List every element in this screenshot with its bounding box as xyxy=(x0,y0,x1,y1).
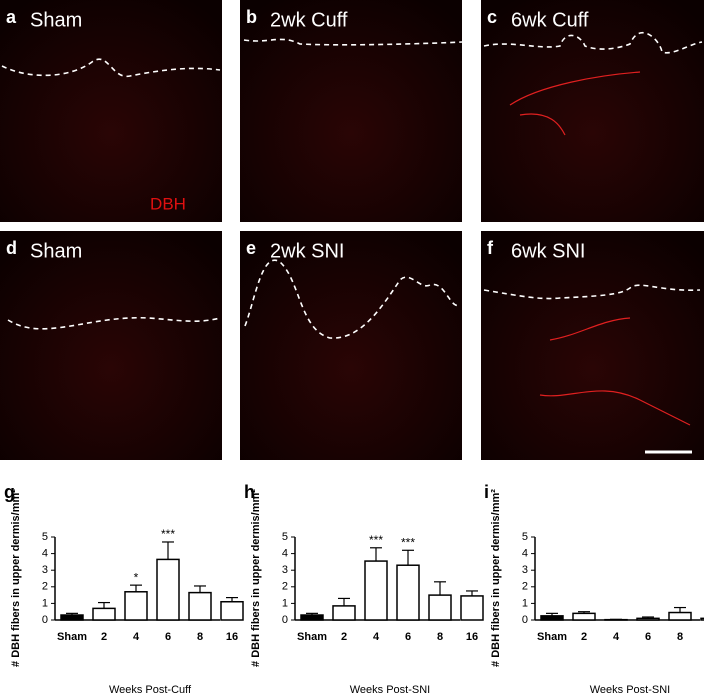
panel-title: Sham xyxy=(30,240,82,262)
x-tick-label: Sham xyxy=(57,631,87,643)
panel-letter: c xyxy=(487,7,497,27)
panel-title: Sham xyxy=(30,9,82,31)
panel-letter: h xyxy=(244,482,255,502)
panel-letter: e xyxy=(246,238,256,258)
image-panel xyxy=(240,231,462,460)
bar xyxy=(92,607,116,621)
y-tick-label: 2 xyxy=(282,581,288,593)
y-tick-label: 5 xyxy=(282,531,288,543)
bar xyxy=(188,591,212,621)
x-tick-label: 6 xyxy=(405,631,411,643)
y-tick-label: 3 xyxy=(522,564,528,576)
significance: * xyxy=(134,570,139,584)
panel-letter: g xyxy=(4,482,15,502)
x-axis-label: Weeks Post-Cuff xyxy=(109,684,192,696)
y-tick-label: 2 xyxy=(42,581,48,593)
y-tick-label: 0 xyxy=(522,614,528,626)
y-tick-label: 3 xyxy=(42,564,48,576)
image-panel xyxy=(0,0,222,222)
image-panel xyxy=(240,0,462,222)
x-tick-label: 2 xyxy=(581,631,587,643)
bar xyxy=(460,595,484,621)
x-tick-label: 4 xyxy=(373,631,380,643)
y-axis-label: # DBH fibers in upper dermis/mm² xyxy=(10,489,22,667)
y-tick-label: 1 xyxy=(522,597,528,609)
panel-title: 6wk Cuff xyxy=(511,9,589,31)
bar xyxy=(636,617,660,621)
y-tick-label: 0 xyxy=(282,614,288,626)
significance: *** xyxy=(369,533,383,547)
x-tick-label: 16 xyxy=(226,631,238,643)
y-tick-label: 5 xyxy=(522,531,528,543)
y-tick-label: 1 xyxy=(282,597,288,609)
panel-letter: i xyxy=(484,482,489,502)
panel-letter: d xyxy=(6,238,17,258)
dermis-border xyxy=(7,316,221,330)
bar xyxy=(300,614,324,621)
bar xyxy=(332,605,356,621)
y-tick-label: 5 xyxy=(42,531,48,543)
bar xyxy=(396,564,420,621)
x-tick-label: 4 xyxy=(613,631,620,643)
dermis-border xyxy=(243,38,463,46)
y-axis-label: # DBH fibers in upper dermis/mm² xyxy=(250,489,262,667)
x-tick-label: 6 xyxy=(645,631,651,643)
panel-letter: a xyxy=(6,7,17,27)
y-tick-label: 4 xyxy=(522,548,528,560)
dermis-border xyxy=(483,31,703,54)
bar xyxy=(60,614,84,621)
x-tick-label: 8 xyxy=(437,631,443,643)
micrographs xyxy=(0,0,704,460)
x-axis-label: Weeks Post-SNI xyxy=(350,684,431,696)
x-tick-label: 2 xyxy=(341,631,347,643)
stain-label: DBH xyxy=(150,194,186,213)
bar xyxy=(572,612,596,621)
panel-title: 2wk SNI xyxy=(270,240,344,262)
dermis-border xyxy=(244,259,461,339)
bar xyxy=(220,600,244,621)
image-panel xyxy=(481,0,704,222)
significance: *** xyxy=(161,527,175,541)
dermis-border xyxy=(483,284,701,300)
x-tick-label: 8 xyxy=(677,631,683,643)
panel-letter: f xyxy=(487,238,494,258)
y-tick-label: 4 xyxy=(42,548,48,560)
panel-letter: b xyxy=(246,7,257,27)
x-axis-label: Weeks Post-SNI xyxy=(590,684,671,696)
y-tick-label: 3 xyxy=(282,564,288,576)
x-tick-label: 16 xyxy=(466,631,478,643)
fiber xyxy=(509,71,691,426)
image-panel xyxy=(0,231,222,460)
significance: *** xyxy=(401,535,415,549)
x-tick-label: Sham xyxy=(537,631,567,643)
y-tick-label: 4 xyxy=(282,548,288,560)
image-panel xyxy=(481,231,704,460)
bar xyxy=(700,617,704,621)
bar xyxy=(428,594,452,621)
bar xyxy=(540,615,564,621)
bar xyxy=(156,558,180,621)
x-tick-label: 2 xyxy=(101,631,107,643)
x-tick-label: 6 xyxy=(165,631,171,643)
x-tick-label: Sham xyxy=(297,631,327,643)
x-tick-label: 4 xyxy=(133,631,140,643)
y-tick-label: 2 xyxy=(522,581,528,593)
panel-title: 6wk SNI xyxy=(511,240,585,262)
bar xyxy=(668,611,692,621)
bar xyxy=(364,560,388,621)
y-tick-label: 1 xyxy=(42,597,48,609)
y-axis-label: # DBH fibers in upper dermis/mm² xyxy=(490,489,502,667)
x-tick-label: 8 xyxy=(197,631,203,643)
y-tick-label: 0 xyxy=(42,614,48,626)
dermis-border xyxy=(1,58,221,77)
panel-title: 2wk Cuff xyxy=(270,9,348,31)
bar xyxy=(124,591,148,621)
